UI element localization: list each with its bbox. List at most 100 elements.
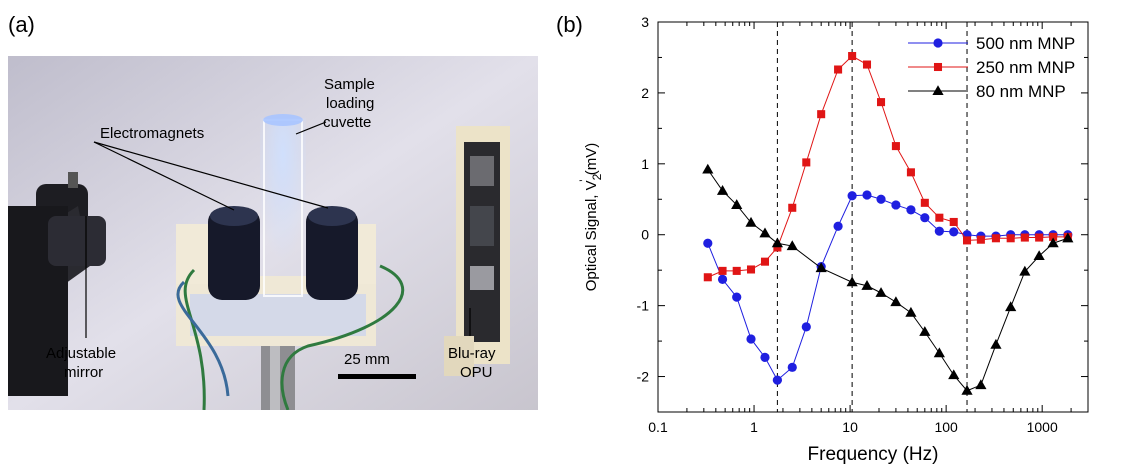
- data-point: [920, 198, 929, 207]
- label-cuvette: cuvette: [323, 114, 371, 131]
- data-point: [773, 243, 782, 252]
- data-point: [787, 362, 797, 372]
- legend-marker: [932, 85, 944, 96]
- data-point: [716, 184, 729, 195]
- axes-layer: 0.1 1 10 100 1000 -2 -1 0 1 2 3: [637, 14, 1088, 435]
- data-point: [933, 347, 945, 358]
- data-point: [745, 216, 757, 227]
- data-point: [906, 205, 916, 215]
- label-mirror: mirror: [64, 364, 103, 381]
- data-point: [1020, 233, 1029, 242]
- leader-electromagnet-right: [93, 141, 329, 209]
- data-point: [1062, 232, 1074, 243]
- leader-electromagnet-left: [93, 141, 235, 211]
- y-tick-label: -1: [637, 298, 650, 314]
- data-point: [788, 203, 797, 212]
- x-tick-label: 1: [750, 419, 758, 435]
- y-axis-label-unit: (mV): [583, 143, 600, 180]
- data-point: [786, 240, 798, 251]
- y-axis-label: Optical Signal, V2' (mV): [577, 143, 604, 292]
- data-point: [703, 273, 712, 282]
- adjustable-mirror: [8, 172, 106, 396]
- data-point: [976, 235, 985, 244]
- data-point: [961, 384, 973, 395]
- legend: 500 nm MNP 250 nm MNP 80 nm MNP: [908, 34, 1075, 101]
- data-point: [919, 326, 931, 336]
- data-point: [1035, 233, 1044, 242]
- legend-label: 80 nm MNP: [976, 82, 1066, 101]
- data-point: [760, 352, 770, 362]
- y-axis-label-sup: ': [577, 179, 591, 181]
- data-point: [1049, 232, 1058, 241]
- label-adjustable: Adjustable: [46, 345, 116, 362]
- data-point: [802, 158, 811, 167]
- x-tick-label: 10: [842, 419, 858, 435]
- y-axis-label-sub: 2: [590, 173, 604, 180]
- data-point: [717, 274, 728, 284]
- series-line: [707, 169, 1068, 392]
- label-electromagnets: Electromagnets: [100, 125, 204, 142]
- series-2: [703, 52, 1072, 282]
- data-point: [875, 287, 887, 297]
- series-layer: [702, 52, 1074, 395]
- label-sample: Sample: [324, 76, 375, 93]
- data-point: [732, 266, 741, 275]
- x-tick-label: 100: [934, 419, 958, 435]
- label-scale: 25 mm: [344, 351, 390, 368]
- left-electromagnet: [208, 206, 260, 300]
- scale-bar: [338, 374, 416, 379]
- data-point: [890, 296, 902, 307]
- data-point: [905, 306, 917, 317]
- label-loading: loading: [326, 95, 374, 112]
- leader-cuvette: [295, 121, 327, 135]
- wire-left-blue: [176, 280, 230, 397]
- x-tick-label: 1000: [1027, 419, 1058, 435]
- data-point: [834, 65, 843, 74]
- data-point: [1005, 301, 1017, 312]
- data-point: [876, 194, 886, 204]
- data-point: [1019, 265, 1031, 276]
- series-1: [703, 190, 1073, 385]
- data-point: [702, 163, 714, 174]
- legend-marker: [933, 38, 943, 48]
- series-line: [707, 194, 1068, 381]
- data-point: [815, 262, 827, 273]
- left-support: [176, 224, 210, 284]
- panel-label-b: (b): [556, 12, 583, 37]
- data-point: [949, 227, 959, 237]
- data-point: [948, 369, 960, 380]
- wire-right: [280, 264, 404, 410]
- x-tick-label: 0.1: [648, 419, 668, 435]
- data-point: [759, 227, 771, 238]
- label-blu-ray: Blu-ray: [448, 345, 496, 362]
- series-3: [702, 163, 1074, 395]
- blu-ray-opu: [444, 126, 510, 376]
- data-point: [760, 257, 770, 266]
- data-point: [935, 213, 944, 222]
- data-point: [891, 200, 901, 210]
- data-point: [990, 338, 1002, 349]
- data-point: [746, 334, 756, 344]
- y-tick-label: 3: [641, 14, 649, 30]
- data-point: [771, 237, 783, 248]
- data-point: [732, 292, 742, 302]
- sample-cuvette: [260, 114, 306, 298]
- data-point: [817, 110, 826, 119]
- legend-label: 500 nm MNP: [976, 34, 1075, 53]
- data-point: [703, 238, 713, 248]
- data-point: [772, 375, 782, 385]
- data-point: [949, 217, 958, 226]
- data-point: [934, 226, 944, 236]
- data-point: [718, 266, 727, 275]
- panel-label-a: (a): [8, 12, 35, 37]
- data-point: [975, 379, 987, 390]
- legend-label: 250 nm MNP: [976, 58, 1075, 77]
- data-point: [920, 213, 930, 223]
- data-point: [861, 279, 873, 290]
- data-point: [731, 199, 743, 210]
- data-point: [833, 221, 843, 231]
- vertical-marker-lines: [776, 22, 968, 412]
- y-axis-label-main: Optical Signal, V: [583, 180, 600, 291]
- data-point: [962, 236, 972, 245]
- label-opu: OPU: [460, 364, 493, 381]
